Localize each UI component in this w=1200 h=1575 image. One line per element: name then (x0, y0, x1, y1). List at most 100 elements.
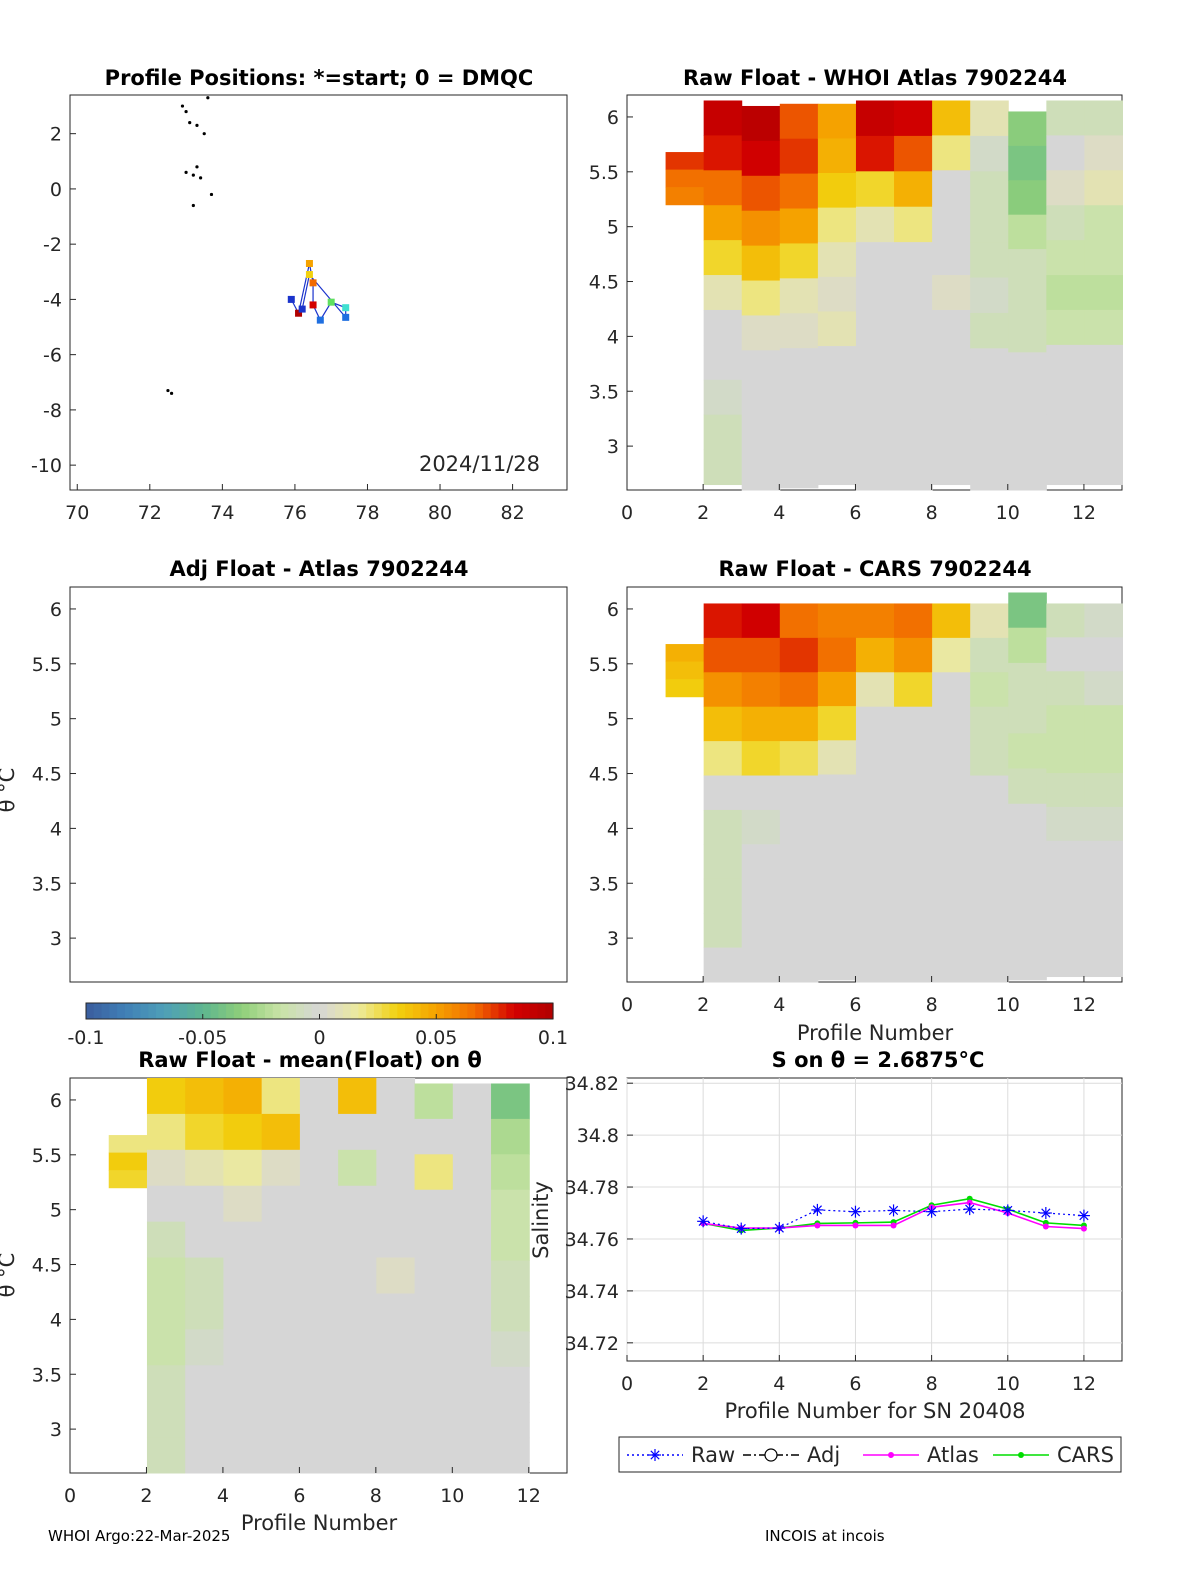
heatmap-cell (1008, 592, 1047, 629)
colorbar-segment (342, 1003, 352, 1019)
series-point-atlas (890, 1222, 897, 1229)
colorbar-segment (490, 1003, 500, 1019)
heatmap-cell (338, 1185, 377, 1223)
heatmap-cell (338, 1113, 377, 1151)
heatmap-cell (1084, 344, 1123, 381)
heatmap-cell (741, 844, 781, 880)
heatmap-cell (665, 187, 705, 206)
raw-whoi-panel: Raw Float - WHOI Atlas 7902244 0 2 4 6 8 10 12… (589, 66, 1123, 524)
colorbar-segment (265, 1003, 274, 1019)
heatmap-cell (261, 1437, 301, 1474)
heatmap-cell (703, 775, 743, 811)
heatmap-cell (703, 170, 743, 206)
heatmap-cell (932, 135, 971, 171)
heatmap-cell (1084, 942, 1123, 978)
colorbar-segment (405, 1003, 414, 1019)
series-point-raw (736, 1223, 746, 1234)
series-point-atlas (966, 1199, 973, 1206)
history-position-point (166, 388, 170, 393)
heatmap-cell (779, 383, 819, 419)
series-point-raw (965, 1204, 975, 1214)
heatmap-cell (299, 1437, 339, 1474)
legend-marker-raw (650, 1450, 660, 1460)
heatmap-cell (894, 878, 933, 914)
heatmap-cell (855, 383, 895, 420)
y-tick-label: 6 (50, 599, 62, 621)
heatmap-cell (1046, 671, 1085, 706)
x-tick-label: 8 (926, 1373, 938, 1395)
colorbar-segment (249, 1003, 258, 1019)
adj-atlas-axes (69, 586, 568, 983)
heatmap-cell (855, 947, 895, 983)
raw-cars-xlabel: Profile Number (797, 1021, 954, 1045)
history-position-point (191, 203, 195, 208)
raw-mean-title: Raw Float - mean(Float) on θ (138, 1048, 482, 1072)
colorbar-segment (296, 1003, 305, 1019)
heatmap-cell (1084, 637, 1123, 672)
heatmap-cell (779, 913, 819, 949)
heatmap-cell (703, 275, 743, 311)
heatmap-cell (855, 672, 895, 708)
x-tick-label: 12 (1072, 994, 1096, 1016)
x-tick-label: 0 (64, 1485, 76, 1507)
heatmap-cell (741, 105, 781, 142)
heatmap-cell (703, 414, 743, 451)
heatmap-cell (299, 1401, 339, 1438)
heatmap-cell (665, 644, 705, 663)
positions-panel: Profile Positions: *=start; 0 = DMQC 70 7… (31, 66, 568, 524)
history-position-point (184, 109, 188, 114)
heatmap-cell (452, 1189, 492, 1226)
y-tick-label: -6 (43, 345, 62, 367)
colorbar-tick-label: -0.1 (67, 1027, 104, 1049)
heatmap-cell (146, 1149, 186, 1187)
track-position-marker (342, 313, 350, 321)
heatmap-cell (1046, 705, 1085, 740)
y-tick-label: 3.5 (589, 381, 619, 403)
heatmap-cell (261, 1401, 301, 1438)
heatmap-cell (970, 277, 1009, 314)
heatmap-cell (491, 1118, 530, 1155)
colorbar-tick-label: 0.1 (538, 1027, 568, 1049)
heatmap-cell (376, 1401, 416, 1438)
y-tick-label: 34.82 (565, 1073, 619, 1095)
heatmap-cell (1084, 240, 1123, 276)
heatmap-cell (855, 348, 895, 385)
y-tick-label: 3 (607, 928, 619, 950)
raw-cars-ticks: 0 2 4 6 8 10 12 6 5.5 5 4.5 4 3.5 3 (589, 599, 1096, 1016)
y-tick-label: 5.5 (32, 1145, 62, 1167)
heatmap-cell (491, 1225, 530, 1262)
raw-cars-cells (665, 592, 1123, 983)
x-tick-label: 70 (65, 502, 89, 524)
heatmap-cell (817, 242, 857, 278)
heatmap-cell (376, 1329, 416, 1366)
heatmap-cell (1046, 908, 1085, 944)
heatmap-cell (894, 242, 933, 279)
heatmap-cell (1008, 874, 1047, 910)
colorbar-segment (109, 1003, 118, 1019)
colorbar-segment (148, 1003, 157, 1019)
y-tick-label: 34.76 (565, 1229, 619, 1251)
heatmap-cell (1008, 455, 1047, 491)
x-tick-label: 10 (440, 1485, 464, 1507)
x-tick-label: 10 (996, 502, 1020, 524)
heatmap-cell (779, 775, 819, 811)
footer-right: INCOIS at incois (765, 1527, 885, 1545)
y-tick-label: 34.8 (577, 1125, 619, 1147)
heatmap-cell (1008, 768, 1047, 805)
heatmap-cell (703, 947, 743, 983)
colorbar-segment (194, 1003, 204, 1019)
history-position-point (195, 165, 199, 169)
heatmap-cell (741, 706, 781, 742)
heatmap-cell (299, 1221, 339, 1259)
heatmap-cell (703, 135, 743, 171)
heatmap-cell (817, 671, 857, 707)
colorbar-segment (117, 1003, 126, 1019)
colorbar-segment (226, 1003, 235, 1019)
x-tick-label: 78 (355, 502, 379, 524)
heatmap-cell (779, 809, 819, 845)
track-position-marker (309, 301, 317, 309)
heatmap-cell (223, 1293, 263, 1330)
heatmap-cell (185, 1113, 224, 1151)
salinity-xlabel: Profile Number for SN 20408 (724, 1399, 1025, 1423)
history-position-point (209, 192, 214, 197)
